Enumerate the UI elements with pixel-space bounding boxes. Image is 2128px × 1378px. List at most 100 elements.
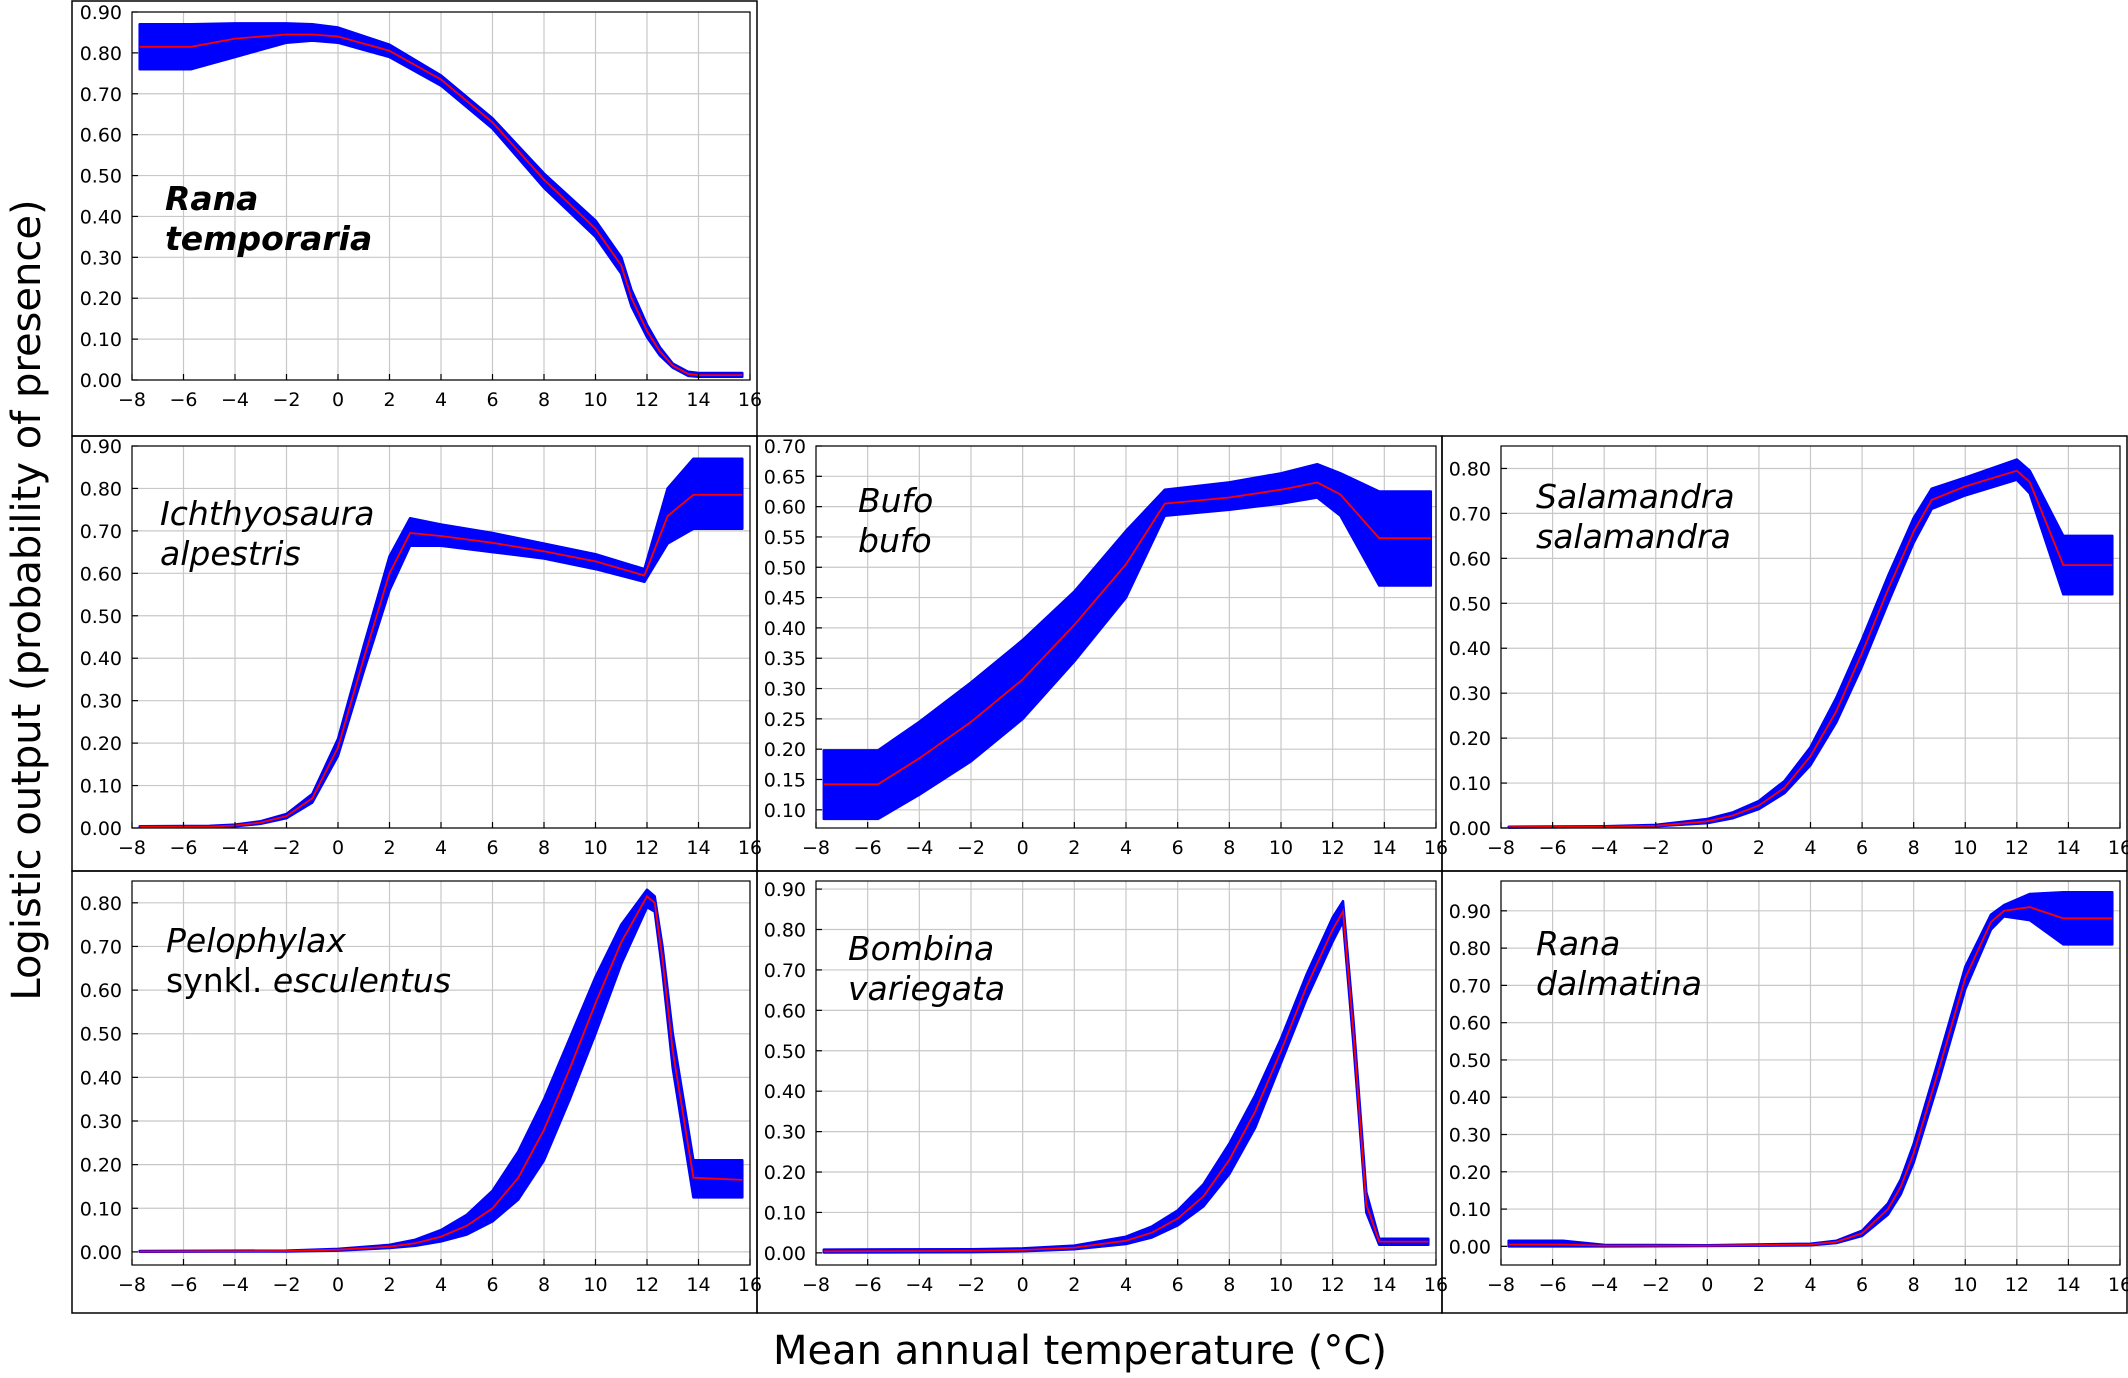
x-tick-label: 10 <box>583 389 607 411</box>
x-tick-label: 16 <box>1424 1274 1448 1296</box>
x-tick-label: 4 <box>435 389 447 411</box>
y-tick-label: 0.70 <box>80 936 122 958</box>
x-tick-label: 12 <box>2005 837 2029 859</box>
x-tick-label: −2 <box>957 837 985 859</box>
y-tick-label: 0.90 <box>764 879 806 901</box>
species-label-part: Rana <box>1536 924 1620 963</box>
x-tick-label: −2 <box>272 1274 300 1296</box>
x-tick-label: 0 <box>332 1274 344 1296</box>
y-tick-label: 0.55 <box>764 527 806 549</box>
x-tick-label: 10 <box>583 837 607 859</box>
y-tick-label: 0.40 <box>764 1081 806 1103</box>
grid <box>131 881 751 1265</box>
y-tick-label: 0.30 <box>80 691 122 713</box>
y-tick-label: 0.90 <box>1449 901 1491 923</box>
x-tick-label: 4 <box>1804 837 1816 859</box>
x-tick-label: −8 <box>118 1274 146 1296</box>
x-tick-label: −8 <box>118 389 146 411</box>
x-tick-label: −4 <box>905 1274 933 1296</box>
species-label: Salamandra salamandra <box>1536 477 1735 556</box>
y-tick-label: 0.20 <box>764 739 806 761</box>
y-tick-label: 0.40 <box>80 1067 122 1089</box>
panel-bombina-variegata: −8 −6 −4 −2 0 2 4 6 8 10 12 14 16 0.00 0.10 0.20 0.30 0.4… <box>756 870 1448 1314</box>
x-tick-label: 2 <box>383 1274 395 1296</box>
y-tick-label: 0.45 <box>764 588 806 610</box>
y-tick-label: 0.30 <box>1449 1125 1491 1147</box>
y-tick-label: 0.30 <box>764 679 806 701</box>
y-tick-label: 0.10 <box>1449 773 1491 795</box>
x-tick-label: −4 <box>221 389 249 411</box>
y-tick-label: 0.70 <box>1449 975 1491 997</box>
x-tick-label: −4 <box>905 837 933 859</box>
x-tick-label: 6 <box>486 389 498 411</box>
x-tick-label: 12 <box>635 837 659 859</box>
species-label-part: Ichthyosaura <box>160 494 374 533</box>
x-tick-label: −2 <box>272 837 300 859</box>
mean-response-line <box>1508 906 2113 1247</box>
y-tick-label: 0.20 <box>1449 1162 1491 1184</box>
y-tick-label: 0.00 <box>80 370 122 392</box>
y-tick-label: 0.50 <box>80 166 122 188</box>
x-tick-label: 8 <box>538 837 550 859</box>
x-tick-label: 14 <box>1372 837 1396 859</box>
y-axis-title: Logistic output (probability of presence… <box>4 199 50 1000</box>
x-tick-label: 4 <box>435 837 447 859</box>
x-tick-label: −4 <box>1590 837 1618 859</box>
x-tick-label: 4 <box>1804 1274 1816 1296</box>
y-tick-label: 0.20 <box>80 1155 122 1177</box>
x-tick-label: 10 <box>583 1274 607 1296</box>
x-tick-label: 4 <box>1120 1274 1132 1296</box>
x-tick-label: −6 <box>1539 837 1567 859</box>
y-tick-label: 0.00 <box>80 1242 122 1264</box>
species-label: Rana temporaria <box>165 179 372 258</box>
x-tick-label: 0 <box>1017 1274 1029 1296</box>
mean-response-line <box>823 908 1429 1253</box>
species-label-part: dalmatina <box>1536 964 1702 1003</box>
x-tick-label: 14 <box>1372 1274 1396 1296</box>
y-tick-label: 0.40 <box>80 648 122 670</box>
y-tick-label: 0.60 <box>1449 548 1491 570</box>
x-tick-label: 14 <box>2056 1274 2080 1296</box>
y-tick-label: 0.70 <box>764 436 806 458</box>
x-tick-label: −8 <box>1487 1274 1515 1296</box>
x-tick-label: 12 <box>1321 1274 1345 1296</box>
x-tick-label: 16 <box>738 389 762 411</box>
y-tick-label: 0.80 <box>80 893 122 915</box>
x-tick-label: 14 <box>2056 837 2080 859</box>
mean-response-line <box>823 481 1431 786</box>
x-tick-label: −8 <box>802 837 830 859</box>
y-tick-label: 0.50 <box>80 1024 122 1046</box>
confidence-band <box>822 899 1430 1254</box>
x-tick-label: 8 <box>538 1274 550 1296</box>
confidence-band <box>822 462 1433 821</box>
confidence-band <box>138 888 744 1253</box>
x-tick-label: 10 <box>1269 837 1293 859</box>
species-label-part: esculentus <box>273 961 451 1000</box>
confidence-band <box>1507 890 2114 1248</box>
species-label: Pelophylax synkl. esculentus <box>166 921 451 1000</box>
x-tick-label: −2 <box>1642 837 1670 859</box>
panel-salamandra-salamandra: −8 −6 −4 −2 0 2 4 6 8 10 12 14 16 0.00 0.10 0.20 0.30 0.4… <box>1441 435 2128 872</box>
x-tick-label: 8 <box>538 389 550 411</box>
x-tick-label: −4 <box>221 837 249 859</box>
y-tick-label: 0.50 <box>1449 593 1491 615</box>
x-tick-label: 16 <box>2108 837 2128 859</box>
confidence-band <box>138 457 744 829</box>
x-tick-label: 2 <box>383 837 395 859</box>
y-tick-label: 0.10 <box>80 329 122 351</box>
species-label: Bombina variegata <box>848 929 1005 1008</box>
y-tick-label: 0.40 <box>1449 638 1491 660</box>
x-tick-label: 8 <box>1908 1274 1920 1296</box>
x-tick-label: −6 <box>1539 1274 1567 1296</box>
y-tick-label: 0.70 <box>764 960 806 982</box>
y-tick-label: 0.50 <box>80 606 122 628</box>
x-tick-label: −8 <box>802 1274 830 1296</box>
y-tick-label: 0.10 <box>80 1198 122 1220</box>
x-tick-label: −6 <box>854 1274 882 1296</box>
y-tick-label: 0.30 <box>80 247 122 269</box>
species-label-part: alpestris <box>160 534 301 573</box>
species-label: Ichthyosaura alpestris <box>160 494 374 573</box>
x-tick-label: 10 <box>1269 1274 1293 1296</box>
x-tick-label: −2 <box>957 1274 985 1296</box>
